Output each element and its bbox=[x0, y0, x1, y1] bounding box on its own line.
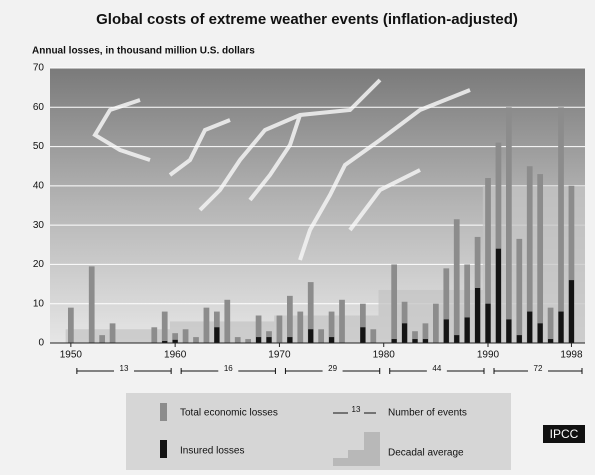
insured-loss-bar bbox=[423, 339, 428, 343]
x-tick-label: 1960 bbox=[164, 350, 187, 361]
total-loss-bar bbox=[537, 174, 543, 343]
total-loss-bar bbox=[193, 337, 199, 343]
insured-loss-bar bbox=[548, 339, 553, 343]
total-loss-bar bbox=[454, 219, 460, 343]
insured-loss-bar bbox=[558, 312, 563, 343]
insured-loss-bar bbox=[569, 280, 574, 343]
chart: Global costs of extreme weather events (… bbox=[0, 0, 595, 475]
total-loss-bar bbox=[162, 312, 168, 343]
total-loss-bar bbox=[318, 329, 324, 343]
y-tick-label: 10 bbox=[33, 298, 45, 309]
y-tick-label: 60 bbox=[33, 102, 45, 113]
y-tick-label: 30 bbox=[33, 220, 45, 231]
chart-subtitle: Annual losses, in thousand million U.S. … bbox=[32, 46, 255, 57]
source-label: IPCC bbox=[550, 427, 579, 441]
legend-label: Number of events bbox=[388, 408, 467, 419]
legend-label: Total economic losses bbox=[180, 408, 278, 419]
insured-loss-bar bbox=[329, 337, 334, 343]
total-loss-bar bbox=[235, 337, 241, 343]
insured-loss-bar bbox=[517, 335, 522, 343]
total-loss-bar bbox=[391, 264, 397, 343]
total-loss-bar bbox=[548, 308, 554, 343]
events-count: 29 bbox=[328, 364, 337, 373]
events-count: 44 bbox=[432, 364, 441, 373]
y-tick-label: 40 bbox=[33, 180, 45, 191]
legend-label: Insured losses bbox=[180, 446, 244, 457]
x-tick-label: 1990 bbox=[477, 350, 500, 361]
legend-events-sample: 13 bbox=[352, 405, 361, 414]
total-loss-bar bbox=[89, 266, 95, 343]
total-loss-bar bbox=[204, 308, 210, 343]
insured-loss-bar bbox=[392, 339, 397, 343]
x-tick-label: 1950 bbox=[60, 350, 83, 361]
insured-loss-bar bbox=[308, 329, 313, 343]
total-loss-bar bbox=[558, 107, 564, 343]
x-tick-label: 1980 bbox=[373, 350, 396, 361]
events-count: 13 bbox=[120, 364, 129, 373]
y-tick-label: 0 bbox=[38, 338, 44, 349]
total-loss-bar bbox=[68, 308, 74, 343]
total-loss-bar bbox=[297, 312, 303, 343]
chart-title: Global costs of extreme weather events (… bbox=[96, 11, 518, 28]
total-loss-bar bbox=[110, 323, 116, 343]
insured-loss-bar bbox=[256, 337, 261, 343]
x-tick-label: 1970 bbox=[268, 350, 291, 361]
y-tick-label: 70 bbox=[33, 63, 45, 74]
legend-swatch bbox=[160, 403, 167, 421]
total-loss-bar bbox=[277, 316, 283, 344]
insured-loss-bar bbox=[266, 337, 271, 343]
total-loss-bar bbox=[506, 107, 512, 343]
insured-loss-bar bbox=[402, 323, 407, 343]
insured-loss-bar bbox=[360, 327, 365, 343]
total-loss-bar bbox=[151, 327, 157, 343]
total-loss-bar bbox=[99, 335, 105, 343]
insured-loss-bar bbox=[454, 335, 459, 343]
insured-loss-bar bbox=[496, 249, 501, 343]
x-tick-label: 1998 bbox=[560, 350, 583, 361]
insured-loss-bar bbox=[412, 339, 417, 343]
y-tick-label: 50 bbox=[33, 141, 45, 152]
total-loss-bar bbox=[370, 329, 376, 343]
y-tick-label: 20 bbox=[33, 259, 45, 270]
total-loss-bar bbox=[287, 296, 293, 343]
events-count: 16 bbox=[224, 364, 233, 373]
total-loss-bar bbox=[183, 329, 189, 343]
insured-loss-bar bbox=[485, 304, 490, 343]
insured-loss-bar bbox=[214, 327, 219, 343]
events-count: 72 bbox=[534, 364, 543, 373]
legend-label: Decadal average bbox=[388, 448, 464, 459]
total-loss-bar bbox=[516, 239, 522, 343]
total-loss-bar bbox=[245, 339, 251, 343]
insured-loss-bar bbox=[444, 319, 449, 343]
insured-loss-bar bbox=[527, 312, 532, 343]
insured-loss-bar bbox=[287, 337, 292, 343]
insured-loss-bar bbox=[465, 317, 470, 343]
total-loss-bar bbox=[433, 304, 439, 343]
insured-loss-bar bbox=[506, 319, 511, 343]
legend-swatch bbox=[160, 440, 167, 458]
insured-loss-bar bbox=[538, 323, 543, 343]
total-loss-bar bbox=[224, 300, 230, 343]
total-loss-bar bbox=[339, 300, 345, 343]
insured-loss-bar bbox=[475, 288, 480, 343]
